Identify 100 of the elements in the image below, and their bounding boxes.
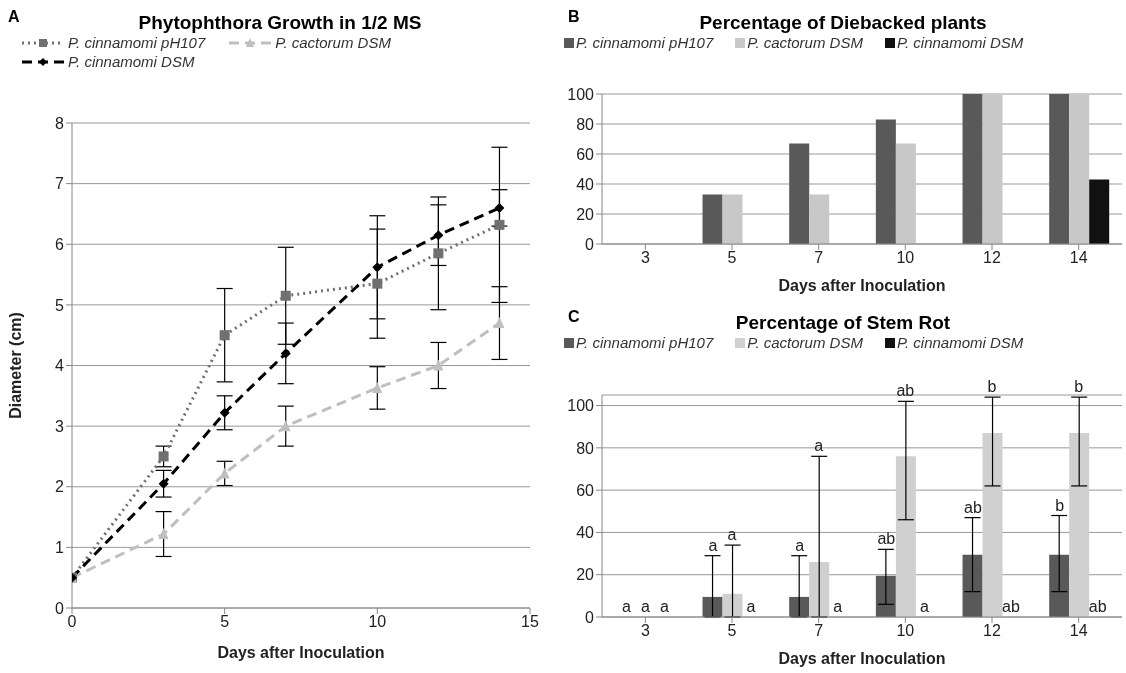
annotation: a (708, 536, 718, 554)
annotation: b (1055, 496, 1065, 514)
annotation: ab (1002, 598, 1020, 615)
annotation: a (919, 598, 929, 615)
annotation: ab (877, 530, 896, 548)
bar (1089, 179, 1110, 244)
point (219, 407, 230, 418)
x-tick-label: 0 (67, 613, 77, 631)
annotation: a (814, 437, 824, 455)
y-tick-label: 100 (567, 397, 595, 415)
annotation: a (640, 598, 650, 615)
point (494, 317, 505, 329)
bar (722, 593, 743, 617)
point (280, 420, 291, 432)
annotation: b (1074, 378, 1084, 396)
x-tick-label: 10 (896, 249, 915, 267)
y-tick-label: 1 (55, 539, 65, 557)
point (372, 262, 383, 273)
y-tick-label: 60 (576, 145, 595, 163)
y-tick-label: 60 (576, 481, 595, 499)
annotation: ab (1088, 598, 1107, 615)
x-tick-label: 5 (727, 249, 737, 267)
x-tick-label: 10 (368, 613, 387, 631)
x-tick-label: 3 (640, 622, 650, 640)
point (158, 528, 169, 540)
text: B (568, 8, 580, 26)
bar (982, 433, 1003, 617)
point (494, 219, 505, 230)
y-tick-label: 3 (55, 417, 65, 435)
point (433, 359, 444, 371)
y-tick-label: 0 (55, 599, 65, 617)
legend-label: P. cinnamomi DSM (896, 334, 1024, 351)
legend-label: P. cinnamomi DSM (896, 34, 1024, 51)
text: A (8, 8, 20, 26)
y-tick-label: 100 (567, 85, 595, 103)
bar (702, 194, 723, 244)
point (433, 230, 444, 241)
y-tick-label: 20 (576, 566, 595, 584)
y-tick-label: 20 (576, 205, 595, 223)
annotation: ab (964, 498, 982, 516)
legend-label: P. cactorum DSM (747, 34, 863, 51)
y-tick-label: 80 (576, 115, 595, 133)
legend-label: P. cactorum DSM (747, 334, 863, 351)
bar (1049, 94, 1070, 244)
annotation: a (621, 598, 631, 615)
bar (789, 596, 810, 617)
annotation: ab (896, 382, 915, 400)
annotation: a (795, 536, 805, 554)
point (433, 248, 444, 259)
x-tick-label: 12 (983, 249, 1001, 267)
bar (895, 143, 916, 244)
bar (875, 119, 896, 244)
bar (702, 596, 723, 617)
y-tick-label: 2 (55, 478, 65, 496)
x-axis-title: Days after Inoculation (217, 644, 385, 661)
y-tick-label: 40 (576, 175, 595, 193)
x-tick-label: 14 (1069, 622, 1088, 640)
legend-label: P. cinnamomi pH107 (68, 34, 206, 51)
text: C (568, 308, 580, 326)
bar (809, 562, 830, 617)
y-tick-label: 40 (576, 524, 595, 542)
x-tick-label: 3 (640, 249, 650, 267)
bar (1069, 94, 1090, 244)
x-tick-label: 10 (896, 622, 915, 640)
annotation: a (727, 526, 737, 544)
x-tick-label: 12 (983, 622, 1001, 640)
annotation: a (833, 598, 843, 615)
point (219, 330, 230, 341)
y-tick-label: 0 (585, 235, 595, 253)
chart-title: Percentage of Diebacked plants (699, 12, 987, 33)
y-tick-label: 6 (55, 235, 65, 253)
point (494, 202, 505, 213)
legend-label: P. cinnamomi DSM (68, 53, 195, 70)
y-tick-label: 80 (576, 439, 595, 457)
bar (722, 194, 743, 244)
bar (789, 143, 810, 244)
x-tick-label: 15 (521, 613, 539, 631)
bar (1049, 554, 1070, 617)
bar (875, 575, 896, 617)
point (280, 348, 291, 359)
annotation: a (659, 598, 669, 615)
legend-label: P. cinnamomi pH107 (576, 334, 714, 351)
x-axis-title: Days after Inoculation (778, 277, 946, 294)
bar (962, 554, 983, 617)
point (372, 381, 383, 393)
legend-label: P. cinnamomi pH107 (576, 34, 714, 51)
x-tick-label: 7 (814, 622, 824, 640)
bar (962, 94, 983, 244)
bar (809, 194, 830, 244)
point (372, 278, 383, 289)
bar (982, 94, 1003, 244)
point (280, 290, 291, 301)
point (158, 451, 169, 462)
x-tick-label: 5 (220, 613, 230, 631)
annotation: a (746, 598, 756, 615)
y-tick-label: 4 (55, 357, 65, 375)
x-tick-label: 7 (814, 249, 824, 267)
y-tick-label: 7 (55, 175, 65, 193)
y-tick-label: 5 (55, 296, 65, 314)
x-tick-label: 14 (1069, 249, 1088, 267)
